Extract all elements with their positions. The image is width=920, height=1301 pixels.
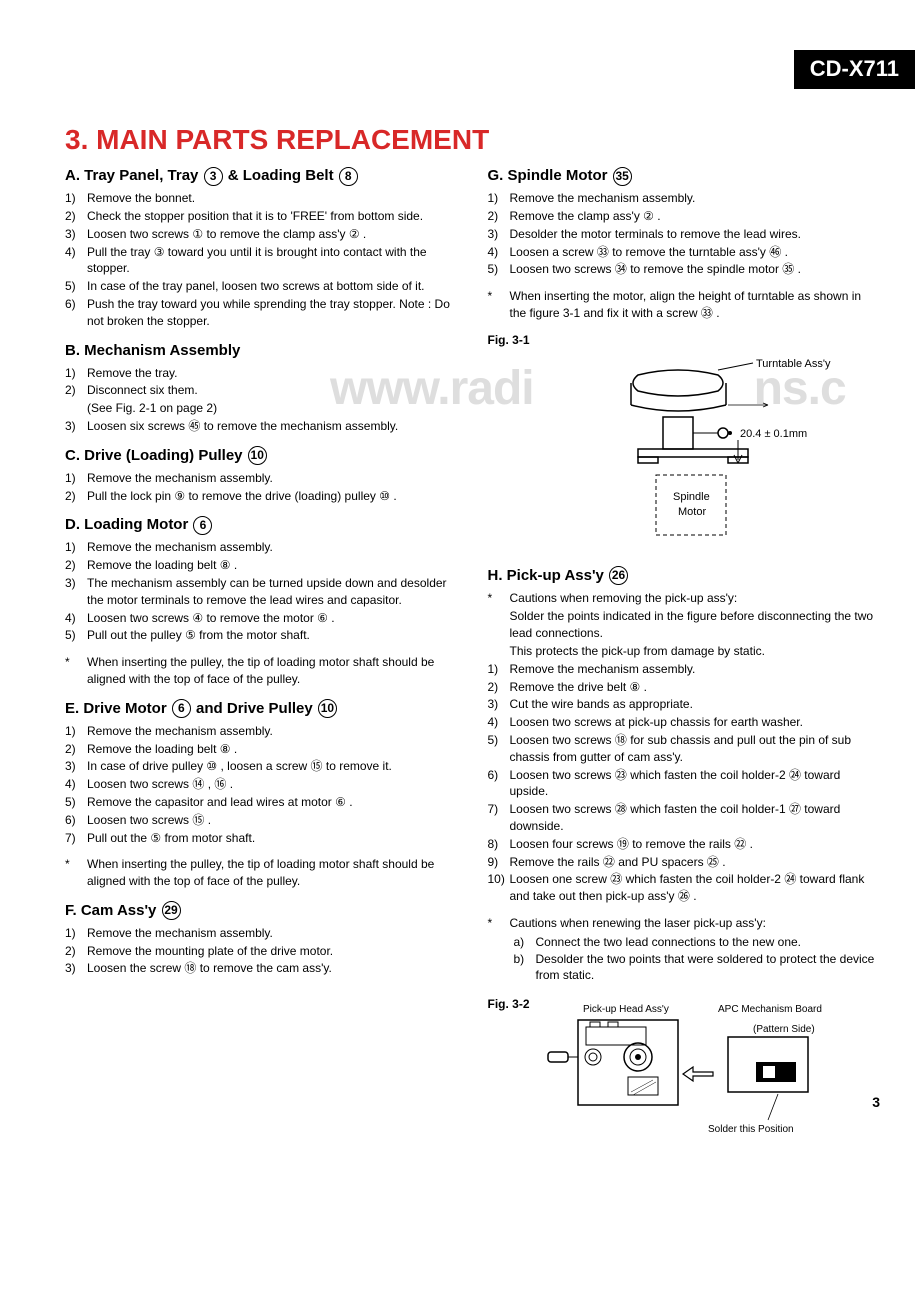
section-H-caution1c: This protects the pick-up from damage by…: [488, 643, 881, 660]
section-D-title: D. Loading Motor 6: [65, 514, 458, 535]
section-B-title: B. Mechanism Assembly: [65, 340, 458, 361]
fig31-diagram: Turntable Ass'y 20.4 ± 0.1mm: [488, 355, 881, 555]
section-H-caution1: *Cautions when removing the pick-up ass'…: [488, 590, 881, 607]
svg-text:Solder this Position: Solder this Position: [708, 1124, 794, 1135]
section-C-title: C. Drive (Loading) Pulley 10: [65, 445, 458, 466]
section-H-sub-a: a)Connect the two lead connections to th…: [488, 934, 881, 951]
section-H-sub-b: b)Desolder the two points that were sold…: [488, 951, 881, 985]
section-F-steps: 1)Remove the mechanism assembly. 2)Remov…: [65, 925, 458, 977]
svg-text:APC Mechanism Board: APC Mechanism Board: [718, 1004, 822, 1015]
section-E-title: E. Drive Motor 6 and Drive Pulley 10: [65, 698, 458, 719]
svg-text:Pick-up Head Ass'y: Pick-up Head Ass'y: [583, 1004, 669, 1015]
fig32-label: Fig. 3-2: [488, 996, 530, 1013]
fig32-diagram: Pick-up Head Ass'y APC Mechanism Board (…: [538, 1002, 880, 1152]
section-H-steps: 1)Remove the mechanism assembly. 2)Remov…: [488, 661, 881, 905]
section-D-note: *When inserting the pulley, the tip of l…: [65, 654, 458, 688]
svg-text:Motor: Motor: [678, 506, 706, 518]
section-E-steps: 1)Remove the mechanism assembly. 2)Remov…: [65, 723, 458, 847]
section-C-steps: 1)Remove the mechanism assembly. 2)Pull …: [65, 470, 458, 505]
svg-text:Spindle: Spindle: [673, 491, 710, 503]
left-column: A. Tray Panel, Tray 3 & Loading Belt 8 1…: [65, 165, 458, 1152]
fig31-label: Fig. 3-1: [488, 332, 881, 349]
section-G-steps: 1)Remove the mechanism assembly. 2)Remov…: [488, 190, 881, 278]
section-E-note: *When inserting the pulley, the tip of l…: [65, 856, 458, 890]
section-G-title: G. Spindle Motor 35: [488, 165, 881, 186]
main-title: 3. MAIN PARTS REPLACEMENT: [65, 120, 880, 159]
section-A-steps: 1)Remove the bonnet. 2)Check the stopper…: [65, 190, 458, 329]
svg-text:Turntable Ass'y: Turntable Ass'y: [756, 358, 831, 370]
section-H-caution1b: Solder the points indicated in the figur…: [488, 608, 881, 642]
section-B-steps: 1)Remove the tray. 2)Disconnect six them…: [65, 365, 458, 435]
section-F-title: F. Cam Ass'y 29: [65, 900, 458, 921]
section-G-note: *When inserting the motor, align the hei…: [488, 288, 881, 322]
section-A-title: A. Tray Panel, Tray 3 & Loading Belt 8: [65, 165, 458, 186]
svg-text:(Pattern Side): (Pattern Side): [753, 1024, 815, 1035]
right-column: G. Spindle Motor 35 1)Remove the mechani…: [488, 165, 881, 1152]
section-H-title: H. Pick-up Ass'y 26: [488, 565, 881, 586]
section-H-caution2: *Cautions when renewing the laser pick-u…: [488, 915, 881, 932]
svg-text:20.4 ± 0.1mm: 20.4 ± 0.1mm: [740, 428, 807, 440]
section-D-steps: 1)Remove the mechanism assembly. 2)Remov…: [65, 539, 458, 644]
